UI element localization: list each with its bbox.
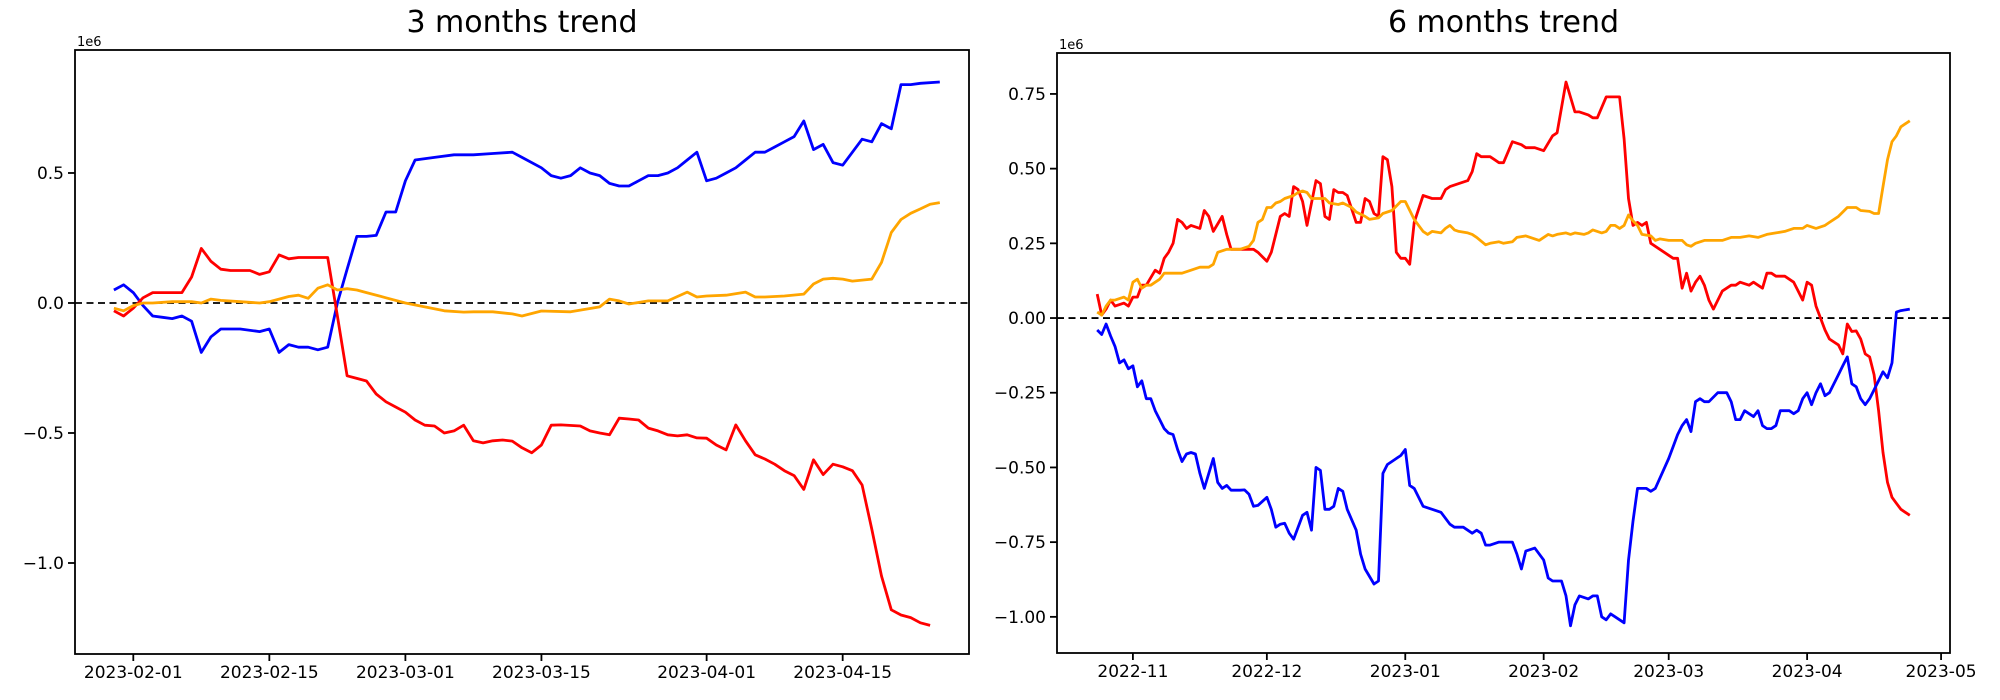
y-tick-label: 0.5: [37, 164, 64, 184]
axes-spines: [74, 49, 970, 655]
x-tick-label: 2022-12: [1231, 662, 1302, 682]
x-tick-label: 2023-04: [1772, 662, 1843, 682]
series-line-blue: [1096, 307, 1911, 628]
y-axis-offset-label-left: 1e6: [77, 35, 102, 50]
chart-title-3-months: 3 months trend: [406, 5, 638, 40]
y-tick-label: −1.0: [23, 554, 64, 574]
y-tick-label: 0.00: [1008, 309, 1046, 329]
series-line-orange: [113, 201, 941, 318]
x-tick-label: 2023-03-01: [356, 663, 455, 683]
x-tick-label: 2023-02-01: [84, 663, 183, 683]
x-tick-label: 2022-11: [1097, 662, 1168, 682]
x-tick-label: 2023-03: [1633, 662, 1704, 682]
series-line-red: [113, 246, 931, 627]
y-tick-label: −0.50: [994, 458, 1046, 478]
chart-title-6-months: 6 months trend: [1387, 5, 1620, 40]
x-tick-label: 2023-02-15: [220, 663, 319, 683]
y-tick-label: −0.25: [994, 384, 1046, 404]
x-tick-label: 2023-03-15: [492, 663, 591, 683]
series-line-blue: [113, 80, 940, 354]
x-tick-label: 2023-05: [1906, 662, 1977, 682]
y-tick-label: 0.75: [1008, 85, 1046, 105]
x-tick-label: 2023-04-15: [793, 663, 892, 683]
y-tick-label: −0.75: [994, 533, 1046, 553]
y-tick-label: −1.00: [994, 608, 1046, 628]
y-tick-label: −0.5: [23, 424, 64, 444]
series-line-orange: [1096, 119, 1911, 317]
x-tick-label: 2023-01: [1370, 662, 1441, 682]
series-line-red: [1095, 80, 1911, 517]
y-tick-label: 0.25: [1008, 234, 1046, 254]
x-tick-label: 2023-04-01: [657, 663, 756, 683]
y-tick-label: 0.0: [37, 294, 64, 314]
axes-spines: [1056, 52, 1951, 654]
y-tick-label: 0.50: [1008, 160, 1046, 180]
x-tick-label: 2023-02: [1508, 662, 1579, 682]
y-axis-offset-label-right: 1e6: [1059, 38, 1084, 53]
